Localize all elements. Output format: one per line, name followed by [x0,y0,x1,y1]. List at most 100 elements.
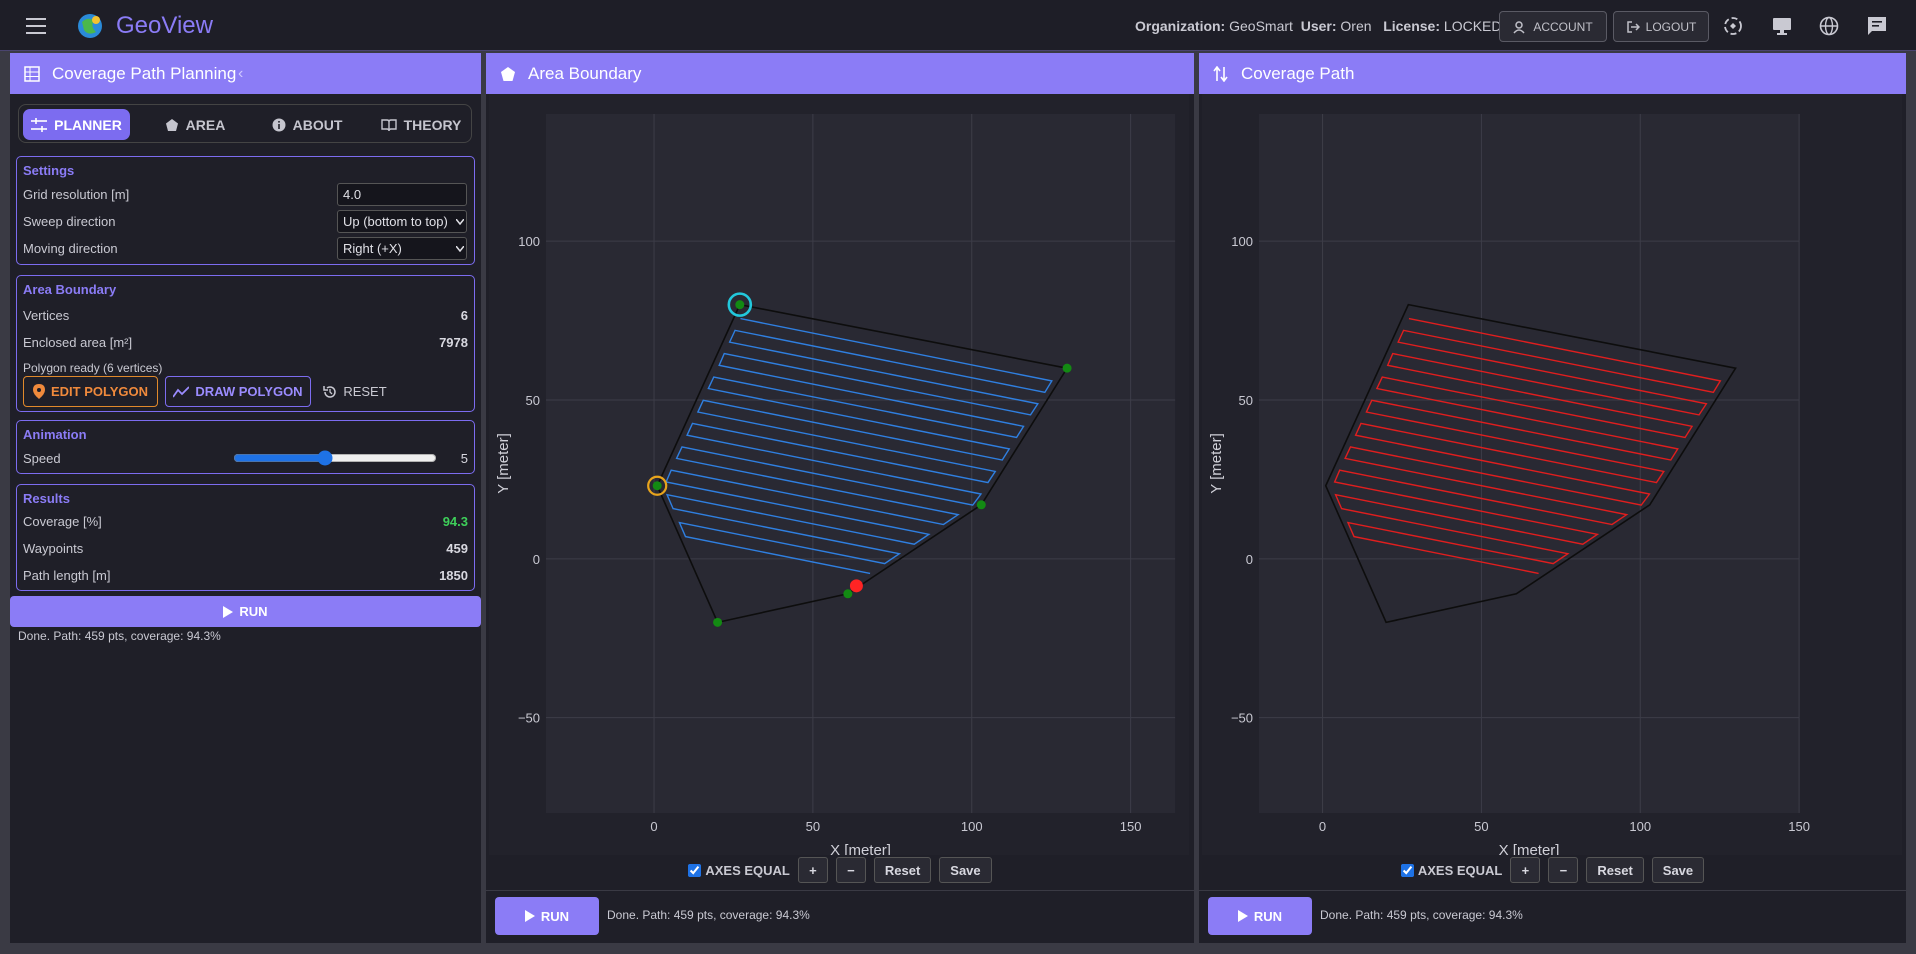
tab-label: ABOUT [292,116,343,133]
settings-box: Settings Grid resolution [m] 4.0 Sweep d… [16,156,475,265]
edit-polygon-button[interactable]: EDIT POLYGON [23,376,158,407]
end-ring [647,475,668,496]
y-tick-label: −50 [1231,711,1253,726]
setting-label: Grid resolution [m] [23,187,130,202]
y-tick-label: −50 [518,711,540,726]
y-tick-label: 100 [518,234,540,249]
grid-resolution-input[interactable]: 4.0 [337,183,467,206]
area-box: Area Boundary Vertices 6 Enclosed area [… [16,275,475,412]
swap-icon [1213,65,1228,82]
x-axis-label: X [meter] [1499,842,1560,855]
reset-button[interactable]: RESET [320,376,390,407]
session-info: Organization: GeoSmart User: Oren Licens… [1135,18,1501,34]
account-icon [1513,20,1525,34]
area-polygon [1324,303,1737,624]
zoom-in-button[interactable]: + [1510,857,1541,883]
robot [849,579,863,593]
play-icon [1237,910,1248,922]
tab-label: PLANNER [54,116,122,133]
axes-equal-checkbox[interactable] [688,863,702,877]
animation-box: Animation Speed 5 [16,420,475,474]
license-label: License: [1383,18,1441,34]
sync-icon[interactable] [1722,15,1744,37]
vertices-label: Vertices [23,308,70,323]
length-label: Path length [m] [23,568,111,583]
play-shape [1237,910,1248,922]
vertex [652,481,662,491]
separator [1199,890,1906,891]
reset-view-button[interactable]: Reset [1586,857,1644,883]
account-button[interactable]: ACCOUNT [1499,11,1607,42]
zoom-in-button[interactable]: + [797,857,828,883]
y-tick-label: 100 [1231,234,1253,249]
vertex [976,500,986,510]
run-button[interactable]: RUN [1208,897,1312,935]
tab-about[interactable]: ABOUT [267,109,347,140]
save-button[interactable]: Save [1651,857,1705,883]
license: LOCKED [1443,18,1502,34]
button-label: EDIT POLYGON [50,384,149,399]
plot-toolbar: AXES EQUAL + − Reset Save [1199,857,1906,883]
y-axis-label: Y [meter] [495,433,512,494]
vertex [843,589,853,599]
vertex [1062,363,1072,373]
x-axis-label: X [meter] [830,842,891,855]
save-button[interactable]: Save [939,857,992,883]
run-button[interactable]: RUN [495,897,599,935]
tab-theory[interactable]: THEORY [375,109,467,140]
y-tick-label: 50 [1239,393,1253,408]
draw-polygon-button[interactable]: DRAW POLYGON [165,376,311,407]
logout-button[interactable]: LOGOUT [1613,11,1709,42]
plot-panel: Coverage Path 0 50 100 150 −50 0 50 100 X [meter… [1199,53,1906,943]
status-text: Done. Path: 459 pts, coverage: 94.3% [607,908,810,922]
axes-equal-checkbox[interactable] [1400,863,1414,877]
axes-equal-toggle[interactable]: AXES EQUAL [1400,863,1502,878]
display-icon[interactable] [1771,15,1793,37]
run-button[interactable]: RUN [10,596,481,627]
waypoints-value: 459 [446,541,468,556]
chevron [456,246,464,252]
tab-planner[interactable]: PLANNER [23,109,130,140]
moving-direction-select[interactable]: Right (+X) [337,237,467,260]
collapse-button[interactable]: ‹ [238,64,244,82]
vertex [735,300,745,310]
app-name: GeoView [116,12,213,39]
language-icon[interactable] [1818,15,1840,37]
polygon-status: Polygon ready (6 vertices) [23,361,163,375]
chat-icon[interactable] [1866,15,1888,37]
tab-label: AREA [185,116,226,133]
tab-area[interactable]: AREA [159,109,231,140]
logout-label: LOGOUT [1645,19,1697,34]
x-tick-label: 0 [650,819,657,834]
play-icon [524,910,535,922]
sidebar-title: Coverage Path Planning [52,63,237,83]
axes-equal-toggle[interactable]: AXES EQUAL [688,863,790,878]
x-tick-label: 100 [961,819,983,834]
pin-icon [32,384,45,399]
button-label: DRAW POLYGON [195,384,303,399]
setting-label: Moving direction [23,241,118,256]
y-tick-label: 0 [533,552,540,567]
tab-bar: PLANNER AREA ABOUT THEORY [18,104,472,143]
panel-header: Coverage Path [1199,53,1906,94]
box-title: Results [23,491,70,506]
org: GeoSmart [1229,18,1293,34]
logout-icon [1626,20,1640,33]
plot-area [546,114,1176,813]
menu-icon[interactable] [26,16,50,36]
x-tick-label: 150 [1788,819,1810,834]
sweep-direction-select[interactable]: Up (bottom to top) [337,210,467,233]
zoom-out-button[interactable]: − [835,857,866,883]
plot-panel: Area Boundary 0 50 100 150 −50 0 50 100 X [meter… [486,53,1194,943]
reset-view-button[interactable]: Reset [873,857,932,883]
area-value: 7978 [439,335,468,350]
speed-slider[interactable] [233,450,437,466]
top-bar: GeoView Organization: GeoSmart User: Ore… [0,0,1916,51]
play-icon [223,605,234,618]
vertices-value: 6 [460,308,468,323]
logo [78,14,102,38]
zoom-out-button[interactable]: − [1548,857,1579,883]
tune-icon [31,117,48,132]
play-shape [524,910,535,922]
y-tick-label: 0 [1246,552,1253,567]
